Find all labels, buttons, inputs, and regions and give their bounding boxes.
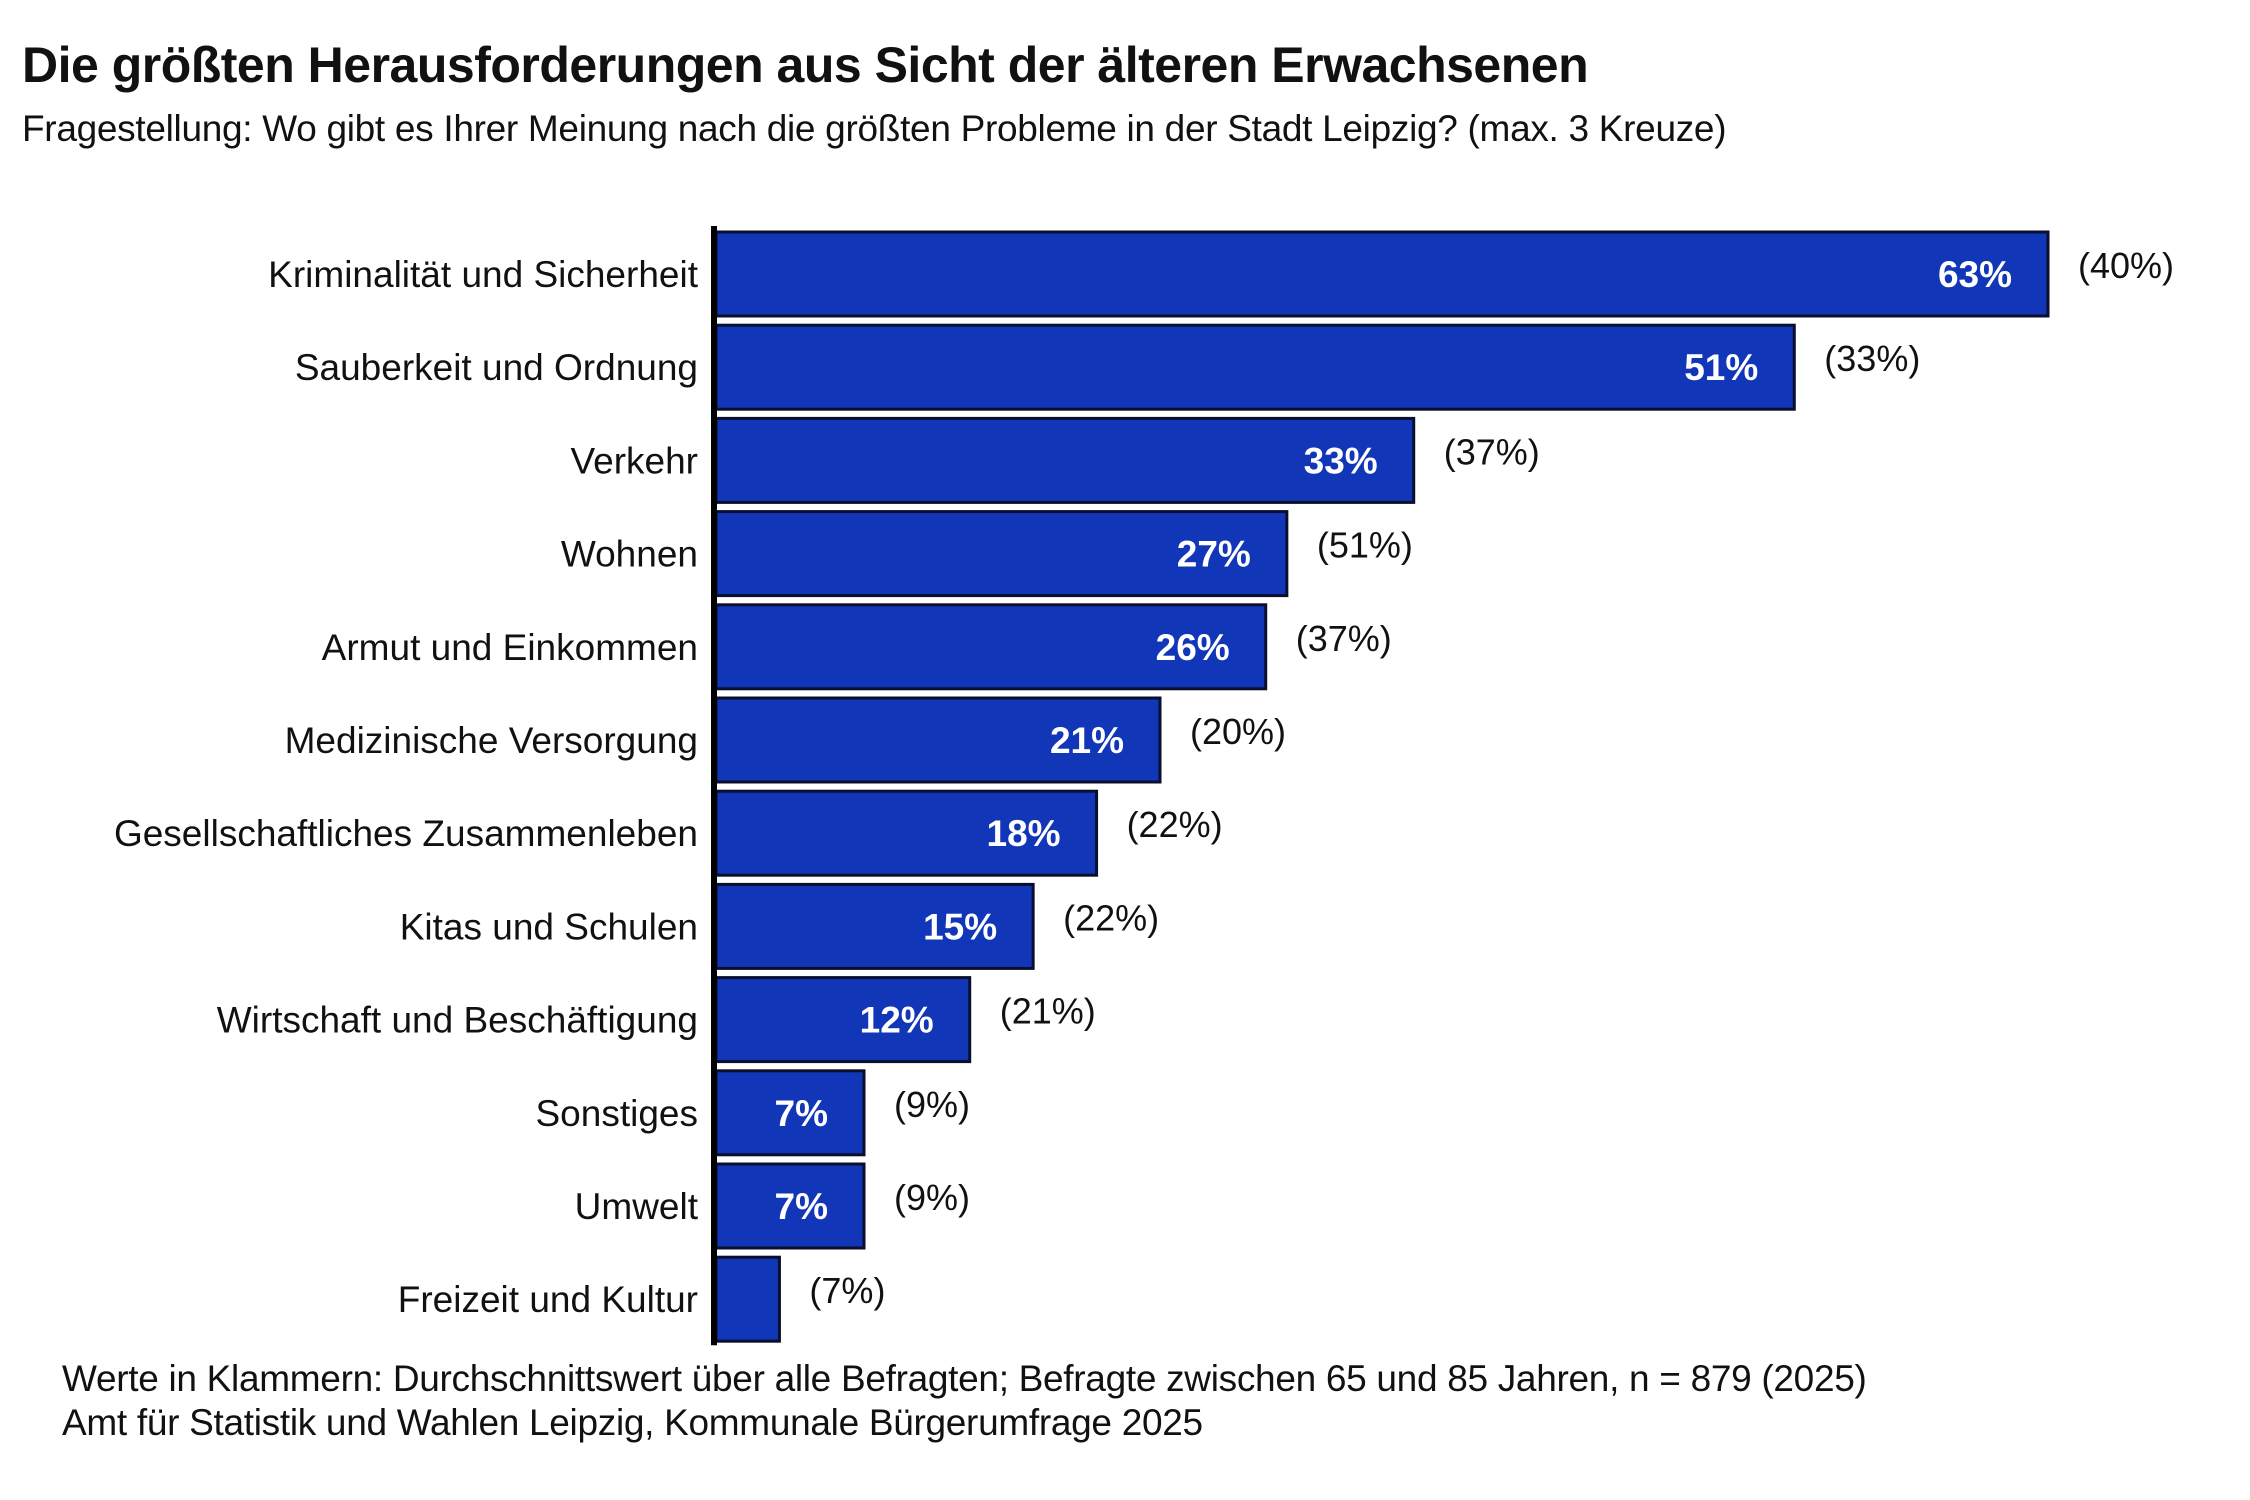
value-label: 51% xyxy=(1684,347,1758,388)
average-label: (22%) xyxy=(1127,804,1223,845)
average-label: (9%) xyxy=(894,1177,970,1218)
value-label: 33% xyxy=(1304,440,1378,481)
category-label: Verkehr xyxy=(570,440,698,481)
category-label: Freizeit und Kultur xyxy=(398,1279,698,1320)
category-label: Umwelt xyxy=(575,1186,699,1227)
average-label: (37%) xyxy=(1296,618,1392,659)
category-label: Wirtschaft und Beschäftigung xyxy=(217,1000,698,1041)
bar xyxy=(714,1162,866,1250)
average-label: (9%) xyxy=(894,1084,970,1125)
bar xyxy=(714,603,1268,691)
chart-subtitle: Fragestellung: Wo gibt es Ihrer Meinung … xyxy=(22,108,1727,149)
source-note: Amt für Statistik und Wahlen Leipzig, Ko… xyxy=(62,1402,1203,1443)
average-label: (20%) xyxy=(1190,711,1286,752)
average-label: (33%) xyxy=(1824,338,1920,379)
value-labels: 63% 51% 33% 27% 26% 21% 18% 15% 12% 7% 7% xyxy=(775,254,2012,1227)
chart-title: Die größten Herausforderungen aus Sicht … xyxy=(22,37,1589,93)
value-label: 7% xyxy=(775,1186,828,1227)
category-label: Kriminalität und Sicherheit xyxy=(268,254,699,295)
average-labels: (40%) (33%) (37%) (51%) (37%) (20%) (22%) (22%)… xyxy=(809,245,2174,1311)
bar xyxy=(714,1069,866,1157)
category-label: Sonstiges xyxy=(536,1093,699,1134)
value-label: 12% xyxy=(860,1000,934,1041)
bar xyxy=(714,696,1162,784)
average-label: (22%) xyxy=(1063,897,1159,938)
category-label: Wohnen xyxy=(561,534,698,575)
category-label: Sauberkeit und Ordnung xyxy=(295,347,698,388)
bar xyxy=(714,789,1099,877)
category-labels: Kriminalität und Sicherheit Sauberkeit un… xyxy=(114,254,699,1320)
bar xyxy=(714,230,2050,318)
bar xyxy=(714,416,1416,504)
bar xyxy=(714,1255,781,1343)
average-label: (7%) xyxy=(809,1270,885,1311)
value-label: 18% xyxy=(987,813,1061,854)
average-label: (21%) xyxy=(1000,991,1096,1032)
category-label: Gesellschaftliches Zusammenleben xyxy=(114,813,698,854)
bar xyxy=(714,323,1796,411)
value-label: 26% xyxy=(1156,627,1230,668)
value-label: 7% xyxy=(775,1093,828,1134)
bar xyxy=(714,976,972,1064)
average-label: (51%) xyxy=(1317,525,1413,566)
value-label: 15% xyxy=(923,906,997,947)
average-label: (37%) xyxy=(1444,431,1540,472)
footnote: Werte in Klammern: Durchschnittswert übe… xyxy=(62,1358,1867,1399)
average-label: (40%) xyxy=(2078,245,2174,286)
category-label: Kitas und Schulen xyxy=(400,906,698,947)
category-label: Armut und Einkommen xyxy=(322,627,698,668)
category-label: Medizinische Versorgung xyxy=(285,720,698,761)
bar xyxy=(714,882,1035,970)
value-label: 21% xyxy=(1050,720,1124,761)
value-label: 63% xyxy=(1938,254,2012,295)
bars-group xyxy=(714,230,2050,1343)
value-label: 27% xyxy=(1177,534,1251,575)
